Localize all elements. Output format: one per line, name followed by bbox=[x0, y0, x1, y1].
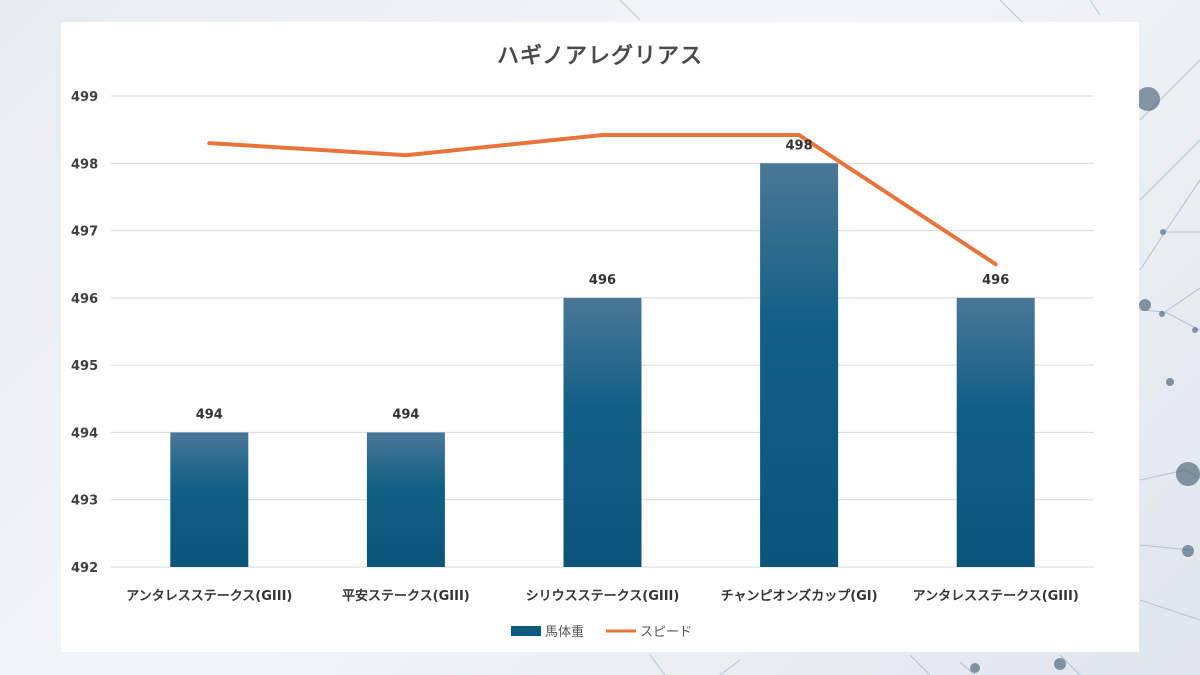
chart-plot: 492 493 494 495 496 497 498 499 494 494 496 498 496… bbox=[71, 90, 1094, 640]
bar bbox=[563, 297, 642, 567]
data-label: 494 bbox=[196, 407, 223, 422]
bar-series bbox=[170, 163, 1035, 568]
y-tick-label: 495 bbox=[71, 359, 98, 374]
data-label: 494 bbox=[392, 407, 419, 422]
legend: 馬体重 スピード bbox=[511, 624, 692, 640]
x-tick-label: アンタレスステークス(GIII) bbox=[126, 589, 292, 604]
bar bbox=[956, 297, 1035, 567]
chart-title: ハギノアレグリアス bbox=[496, 44, 704, 69]
y-tick-label: 494 bbox=[71, 426, 98, 441]
x-axis-ticks: アンタレスステークス(GIII) 平安ステークス(GIII) シリウスステークス(G… bbox=[126, 588, 1079, 604]
data-label: 496 bbox=[982, 273, 1009, 288]
x-tick-label: チャンピオンズカップ(GI) bbox=[721, 588, 878, 604]
x-tick-label: 平安ステークス(GIII) bbox=[342, 588, 470, 604]
data-label: 496 bbox=[589, 273, 616, 288]
y-tick-label: 493 bbox=[71, 494, 98, 509]
y-tick-label: 499 bbox=[71, 90, 98, 105]
y-tick-label: 498 bbox=[71, 157, 98, 172]
line-series bbox=[207, 133, 998, 267]
y-tick-label: 492 bbox=[71, 561, 98, 576]
bar bbox=[170, 432, 249, 567]
y-tick-label: 497 bbox=[71, 225, 98, 240]
x-tick-label: アンタレスステークス(GIII) bbox=[913, 589, 1079, 604]
legend-label: 馬体重 bbox=[545, 624, 584, 640]
legend-swatch-bar bbox=[511, 626, 541, 636]
x-tick-label: シリウスステークス(GIII) bbox=[526, 589, 680, 604]
legend-label: スピード bbox=[640, 625, 692, 640]
bar bbox=[366, 432, 445, 567]
bar bbox=[760, 163, 839, 568]
chart-card: ハギノアレグリアス 492 493 494 495 496 497 498 499 494 49… bbox=[61, 22, 1139, 652]
data-label: 498 bbox=[786, 138, 813, 153]
data-labels: 494 494 496 498 496 bbox=[196, 138, 1010, 422]
speed-line bbox=[207, 133, 998, 267]
y-axis-ticks: 492 493 494 495 496 497 498 499 bbox=[71, 90, 98, 576]
y-tick-label: 496 bbox=[71, 292, 98, 307]
